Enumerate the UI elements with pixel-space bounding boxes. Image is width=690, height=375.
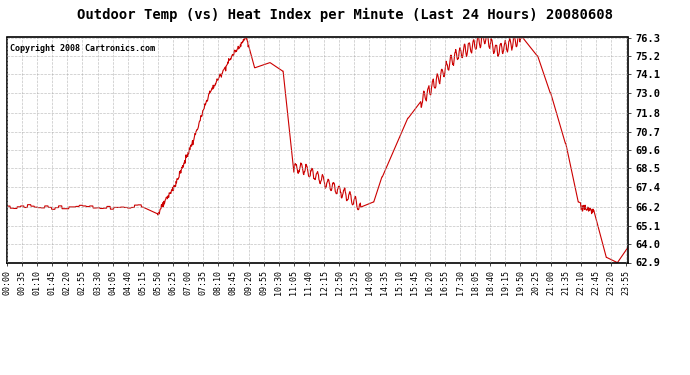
Text: Copyright 2008 Cartronics.com: Copyright 2008 Cartronics.com: [10, 44, 155, 53]
Text: Outdoor Temp (vs) Heat Index per Minute (Last 24 Hours) 20080608: Outdoor Temp (vs) Heat Index per Minute …: [77, 8, 613, 22]
